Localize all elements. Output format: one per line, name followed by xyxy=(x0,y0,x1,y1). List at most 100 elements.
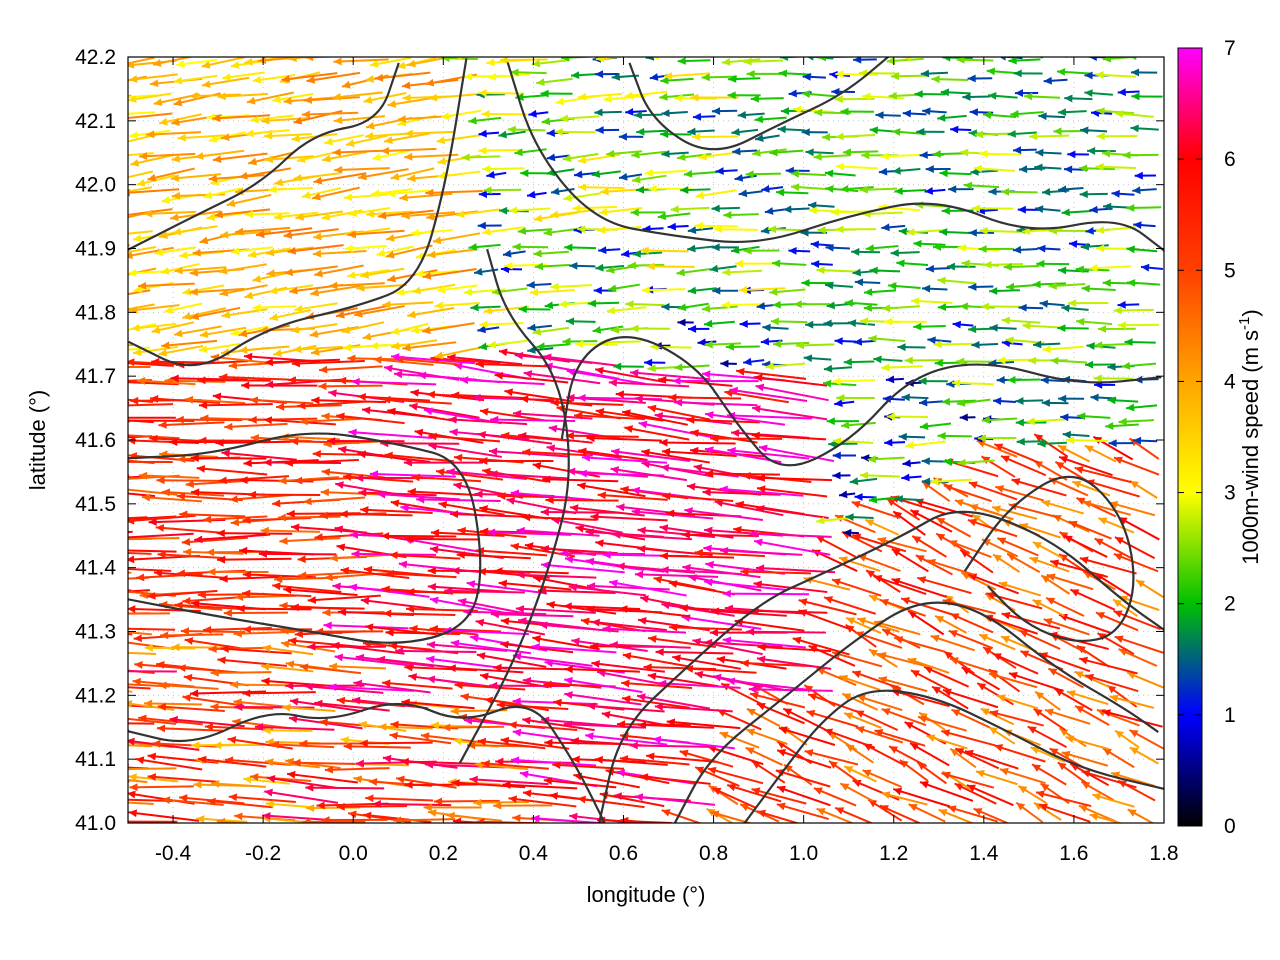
wind-vector xyxy=(1008,57,1041,65)
wind-vector xyxy=(157,550,226,560)
wind-vector xyxy=(228,793,296,804)
wind-vector xyxy=(172,225,218,236)
wind-vector xyxy=(1066,690,1109,706)
y-axis-ticks: 41.0 41.1 41.2 41.3 41.4 41.5 41.6 41.7 41.8 41.9… xyxy=(75,46,1164,835)
wind-vector xyxy=(771,259,807,268)
wind-vector xyxy=(401,211,456,220)
wind-vector xyxy=(313,172,367,185)
wind-vector xyxy=(224,422,288,431)
wind-vector xyxy=(581,453,668,464)
wind-vector xyxy=(738,285,786,294)
wind-vector xyxy=(252,303,297,312)
wind-vector xyxy=(363,91,407,104)
wind-vector xyxy=(687,244,715,253)
wind-vector xyxy=(1125,403,1158,412)
wind-vector xyxy=(310,284,361,297)
wind-vector xyxy=(457,598,532,616)
wind-vector xyxy=(333,115,386,125)
wind-vector xyxy=(1126,671,1164,689)
wind-vector xyxy=(447,353,523,366)
wind-vector xyxy=(234,703,315,711)
wind-vector xyxy=(477,325,500,334)
wind-vector xyxy=(332,582,414,594)
wind-vector xyxy=(894,187,927,196)
wind-vector xyxy=(437,170,481,180)
wind-vector xyxy=(899,759,929,782)
wind-vector xyxy=(246,91,294,105)
wind-vector xyxy=(128,820,178,823)
x-tick-label: -0.4 xyxy=(155,842,192,865)
wind-vector xyxy=(128,401,130,404)
wind-vector xyxy=(299,417,362,426)
wind-vector xyxy=(1113,610,1162,631)
wind-vector xyxy=(372,149,410,161)
wind-vector xyxy=(69,802,126,810)
wind-vector xyxy=(386,189,430,198)
wind-vector xyxy=(128,669,130,672)
wind-vector xyxy=(621,679,693,689)
wind-vector xyxy=(147,773,217,783)
wind-vector xyxy=(591,660,666,673)
wind-vector xyxy=(1078,164,1115,173)
wind-vector xyxy=(383,609,456,618)
y-tick-label: 41.3 xyxy=(75,621,116,644)
wind-vector xyxy=(532,326,570,336)
wind-vector xyxy=(835,162,879,171)
wind-vector xyxy=(731,128,759,136)
wind-vector xyxy=(831,578,882,597)
wind-vector xyxy=(647,404,711,421)
wind-vector xyxy=(1018,629,1061,650)
wind-vector xyxy=(1022,321,1062,330)
wind-vector xyxy=(128,460,173,463)
wind-vector xyxy=(760,337,783,346)
wind-vector xyxy=(510,68,547,77)
wind-vector xyxy=(369,57,412,68)
wind-vector xyxy=(1121,361,1157,370)
wind-vector xyxy=(546,168,575,177)
wind-vector xyxy=(227,736,293,750)
wind-vector xyxy=(803,354,832,363)
wind-vector xyxy=(845,743,874,764)
wind-vector xyxy=(727,446,810,460)
wind-vector xyxy=(755,383,829,402)
wind-vector xyxy=(1113,553,1159,573)
y-tick-label: 41.9 xyxy=(75,238,116,261)
y-tick-label: 41.4 xyxy=(75,557,116,580)
wind-vector xyxy=(478,146,524,155)
wind-vector xyxy=(411,473,482,483)
wind-vector xyxy=(128,552,152,555)
wind-vector xyxy=(752,148,787,157)
wind-vector xyxy=(621,409,688,426)
wind-vector xyxy=(128,94,132,98)
wind-vector xyxy=(980,302,1021,311)
wind-vector xyxy=(630,369,711,381)
wind-vector xyxy=(536,342,570,351)
wind-vector xyxy=(1117,300,1140,309)
wind-vector xyxy=(247,490,321,499)
wind-vector xyxy=(702,488,781,497)
wind-vector xyxy=(659,438,736,447)
wind-vector xyxy=(1038,803,1091,823)
wind-vector xyxy=(687,127,715,136)
wind-vector xyxy=(212,152,268,163)
wind-vector xyxy=(298,571,361,580)
wind-vector xyxy=(976,682,1015,706)
wind-vector xyxy=(698,150,741,161)
wind-vector xyxy=(1092,793,1135,808)
wind-vector xyxy=(434,301,480,310)
wind-vector xyxy=(762,323,789,332)
wind-vector xyxy=(407,307,455,319)
wind-vector xyxy=(1039,299,1065,308)
wind-vector xyxy=(896,259,929,268)
wind-vector xyxy=(746,69,783,78)
wind-vector xyxy=(261,662,314,673)
wind-vector xyxy=(550,282,592,291)
wind-vector xyxy=(1034,205,1061,214)
wind-vector xyxy=(522,716,595,732)
wind-vector xyxy=(194,149,245,160)
wind-vector xyxy=(377,490,461,501)
wind-vector xyxy=(203,625,272,634)
wind-vector xyxy=(694,548,765,558)
wind-vector xyxy=(816,807,855,823)
wind-vector xyxy=(182,284,225,296)
